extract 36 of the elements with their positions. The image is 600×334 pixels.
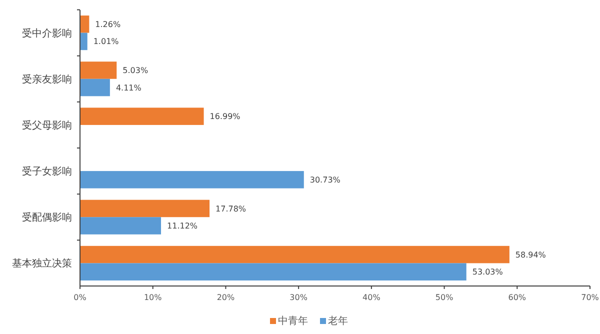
bar bbox=[80, 200, 210, 218]
data-label: 1.26% bbox=[95, 20, 121, 29]
bar bbox=[80, 171, 304, 188]
bar bbox=[80, 246, 510, 264]
data-label: 58.94% bbox=[515, 250, 546, 260]
y-tick-label: 受中介影响 bbox=[22, 27, 72, 40]
bar bbox=[80, 32, 88, 50]
x-tick-label: 10% bbox=[144, 293, 162, 302]
bar bbox=[80, 217, 162, 234]
x-tick-label: 20% bbox=[216, 293, 236, 302]
data-label: 30.73% bbox=[310, 175, 341, 184]
bar bbox=[80, 78, 110, 96]
data-label: 16.99% bbox=[210, 112, 241, 122]
bar bbox=[80, 108, 204, 125]
y-tick-label: 受配偶影响 bbox=[22, 212, 72, 224]
x-tick-label: 50% bbox=[435, 293, 454, 302]
bar bbox=[80, 62, 117, 79]
data-label: 4.11% bbox=[116, 83, 142, 92]
legend-label: 老年 bbox=[328, 315, 348, 327]
y-tick-label: 基本独立决策 bbox=[12, 258, 72, 270]
legend-label: 中青年 bbox=[278, 315, 308, 327]
bar bbox=[80, 263, 466, 280]
data-label: 17.78% bbox=[216, 204, 246, 214]
data-label: 1.01% bbox=[93, 37, 120, 46]
x-tick-label: 0% bbox=[74, 293, 87, 302]
y-tick-label: 受父母影响 bbox=[22, 119, 72, 132]
x-tick-label: 70% bbox=[581, 293, 600, 302]
bar bbox=[80, 16, 90, 33]
data-label: 5.03% bbox=[122, 66, 148, 76]
y-tick-label: 受亲友影响 bbox=[22, 73, 72, 86]
data-label: 53.03% bbox=[472, 268, 504, 277]
data-label: 11.12% bbox=[167, 222, 198, 231]
x-tick-label: 30% bbox=[290, 293, 308, 302]
y-tick-label: 受子女影响 bbox=[22, 166, 72, 178]
x-tick-label: 60% bbox=[508, 293, 526, 302]
x-tick-label: 40% bbox=[362, 293, 381, 302]
